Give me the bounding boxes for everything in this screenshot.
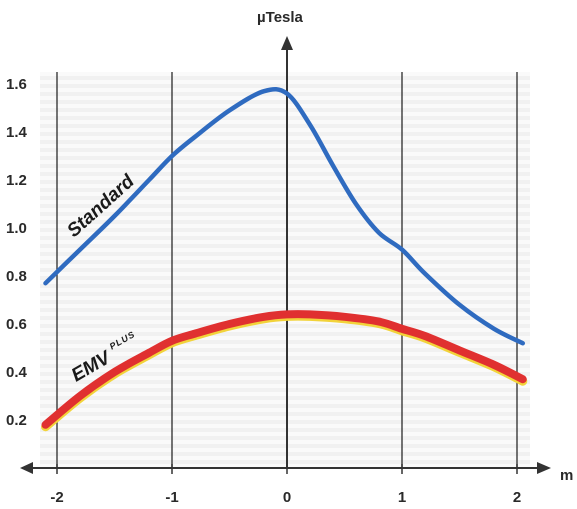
band-stripe: [40, 400, 530, 404]
y-tick-label: 0.4: [6, 364, 28, 381]
band-stripe: [40, 320, 530, 324]
band-stripe: [40, 104, 530, 108]
band-stripe: [40, 456, 530, 460]
series-line-emv: [41, 310, 527, 429]
band-stripe: [40, 160, 530, 164]
band-stripe: [40, 256, 530, 260]
x-axis-label: m: [560, 467, 573, 484]
y-tick-label: 1.2: [6, 172, 27, 189]
band-stripe: [40, 144, 530, 148]
band-stripe: [40, 416, 530, 420]
y-ticks: 0.2 0.4 0.6 0.8 1.0 1.2 1.4 1.6: [6, 76, 28, 429]
band-stripe: [40, 368, 530, 372]
band-stripe: [40, 176, 530, 180]
band-stripe: [40, 304, 530, 308]
band-stripe: [40, 280, 530, 284]
band-stripe: [40, 376, 530, 380]
band-stripe: [40, 232, 530, 236]
band-stripe: [40, 288, 530, 292]
band-stripe: [40, 296, 530, 300]
band-stripe: [40, 80, 530, 84]
band-stripe: [40, 272, 530, 276]
band-stripe: [40, 384, 530, 388]
band-stripe: [40, 200, 530, 204]
band-stripe: [40, 392, 530, 396]
band-stripe: [40, 128, 530, 132]
y-tick-label: 0.6: [6, 316, 27, 333]
x-axis-arrow-right: [537, 462, 551, 474]
y-tick-label: 1.4: [6, 124, 28, 141]
y-tick-label: 0.8: [6, 268, 27, 285]
y-tick-label: 1.0: [6, 220, 27, 237]
band-stripe: [40, 440, 530, 444]
band-stripe: [40, 216, 530, 220]
y-tick-label: 0.2: [6, 412, 27, 429]
band-stripe: [40, 152, 530, 156]
x-tick-label: 0: [283, 489, 291, 506]
band-stripe: [40, 136, 530, 140]
band-stripe: [40, 184, 530, 188]
y-tick-label: 1.6: [6, 76, 27, 93]
band-stripe: [40, 432, 530, 436]
x-axis-arrow-left: [20, 462, 33, 474]
band-stripe: [40, 240, 530, 244]
band-stripe: [40, 424, 530, 428]
band-stripe: [40, 408, 530, 412]
band-stripe: [40, 328, 530, 332]
band-stripe: [40, 448, 530, 452]
band-stripe: [40, 120, 530, 124]
y-axis-arrow-up: [281, 36, 293, 50]
x-tick-label: 2: [513, 489, 521, 506]
band-stripe: [40, 248, 530, 252]
band-stripe: [40, 344, 530, 348]
series-lines: [41, 87, 528, 432]
series-line-standard: [43, 87, 525, 346]
background-bands: [40, 72, 530, 468]
band-stripe: [40, 208, 530, 212]
band-stripe: [40, 336, 530, 340]
x-ticks: -2 -1 0 1 2: [50, 464, 521, 506]
x-tick-label: 1: [398, 489, 406, 506]
band-stripe: [40, 112, 530, 116]
y-axis-label: µTesla: [257, 9, 304, 26]
band-stripe: [40, 96, 530, 100]
x-tick-label: -1: [165, 489, 178, 506]
band-stripe: [40, 72, 530, 76]
band-stripe: [40, 168, 530, 172]
band-stripe: [40, 360, 530, 364]
band-stripe: [40, 464, 530, 468]
x-tick-label: -2: [50, 489, 63, 506]
band-stripe: [40, 192, 530, 196]
band-stripe: [40, 264, 530, 268]
band-stripe: [40, 224, 530, 228]
band-stripe: [40, 352, 530, 356]
axes: [20, 36, 551, 474]
